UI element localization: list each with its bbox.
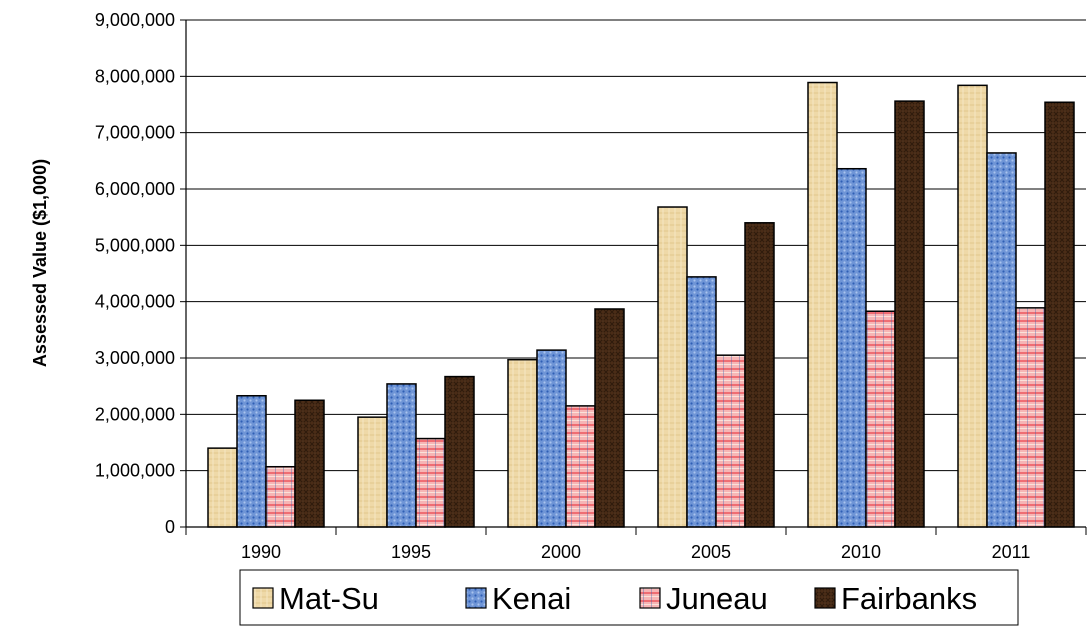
bar-fairbanks-2010 [894, 100, 925, 528]
x-tick-label: 2011 [992, 542, 1031, 562]
x-tick-label: 2005 [691, 542, 731, 562]
legend-item-kenai: Kenai [465, 581, 571, 616]
legend-swatch [639, 587, 661, 609]
y-tick-label: 0 [165, 517, 175, 537]
legend-box [239, 569, 1019, 626]
y-tick-label: 2,000,000 [95, 404, 175, 424]
bar-juneau-2010 [865, 310, 896, 528]
bar-fairbanks-2000 [594, 308, 625, 528]
legend-swatch [252, 587, 274, 609]
y-tick-label: 3,000,000 [95, 348, 175, 368]
y-tick-label: 6,000,000 [95, 179, 175, 199]
bar-fairbanks-2011 [1044, 101, 1075, 528]
bar-mat-su-2000 [507, 358, 538, 528]
bar-fairbanks-1990 [294, 399, 325, 528]
bar-kenai-2011 [986, 152, 1017, 528]
bar-juneau-2000 [565, 405, 596, 528]
legend-swatch [465, 587, 487, 609]
bar-kenai-2010 [836, 167, 867, 528]
y-tick-label: 5,000,000 [95, 235, 175, 255]
bar-mat-su-2005 [657, 206, 688, 528]
y-tick-label: 7,000,000 [95, 123, 175, 143]
bar-juneau-2011 [1015, 307, 1046, 528]
legend-label: Fairbanks [841, 581, 977, 616]
y-axis-tick-labels: 0 1,000,000 2,000,000 3,000,000 4,000,000 5,0… [95, 10, 175, 537]
axes [180, 19, 1087, 535]
bar-mat-su-2011 [957, 84, 988, 528]
x-tick-label: 2010 [841, 542, 881, 562]
y-tick-label: 4,000,000 [95, 292, 175, 312]
legend-label: Juneau [666, 581, 768, 616]
legend-swatch [814, 587, 836, 609]
y-tick-label: 9,000,000 [95, 10, 175, 30]
bars [207, 81, 1075, 528]
legend-label: Kenai [492, 581, 571, 616]
x-axis-tick-labels: 1990 1995 2000 2005 2010 2011 [241, 542, 1030, 562]
bar-mat-su-1990 [207, 447, 238, 528]
bar-kenai-2000 [536, 349, 567, 528]
bar-kenai-2005 [686, 276, 717, 528]
bar-juneau-2005 [715, 354, 746, 528]
bar-juneau-1995 [415, 437, 446, 528]
x-tick-label: 1995 [391, 542, 431, 562]
legend-item-mat-su: Mat-Su [252, 581, 379, 616]
bar-mat-su-1995 [357, 416, 388, 528]
legend-item-fairbanks: Fairbanks [814, 581, 977, 616]
bar-mat-su-2010 [807, 81, 838, 528]
y-tick-label: 8,000,000 [95, 66, 175, 86]
plot-area [186, 20, 1086, 527]
legend-item-juneau: Juneau [639, 581, 768, 616]
x-tick-label: 1990 [241, 542, 281, 562]
legend: Mat-Su Kenai Juneau Fairbanks [239, 569, 1019, 626]
y-tick-label: 1,000,000 [95, 461, 175, 481]
gridlines [186, 19, 1086, 472]
legend-label: Mat-Su [279, 581, 379, 616]
bar-kenai-1995 [386, 383, 417, 528]
bar-fairbanks-1995 [444, 375, 475, 528]
x-tick-label: 2000 [541, 542, 581, 562]
bar-kenai-1990 [236, 394, 267, 528]
bar-juneau-1990 [265, 465, 296, 528]
y-axis-title: Assessed Value ($1,000) [30, 159, 50, 367]
bar-fairbanks-2005 [744, 222, 775, 528]
